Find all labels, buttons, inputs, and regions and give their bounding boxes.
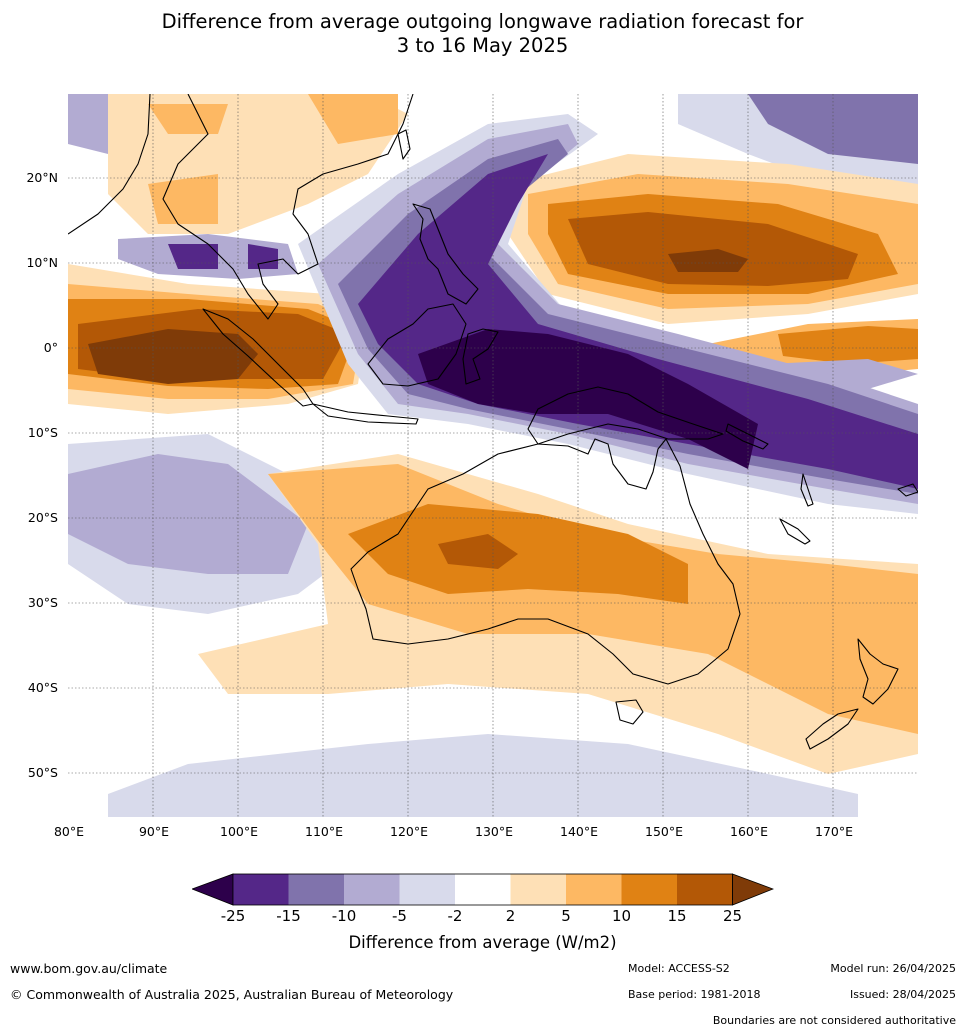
colorbar-bin-p2-p5	[510, 874, 566, 905]
lat-label-30s: 30°S	[27, 595, 58, 610]
anomaly-region-indian-ocean-extreme-positive	[88, 329, 258, 384]
colorbar-svg	[190, 873, 775, 906]
olr-anomaly-map	[67, 93, 919, 817]
australia-coastline	[350, 438, 741, 685]
colorbar-tick: 25	[722, 907, 743, 925]
colorbar	[190, 873, 775, 907]
anomaly-region-south-light-negative	[108, 734, 858, 817]
philippines-coastline	[412, 203, 479, 305]
anomaly-field	[68, 94, 918, 817]
solomon-islands-coastline	[725, 423, 769, 450]
lon-label-140e: 140°E	[559, 824, 599, 839]
lon-label-120e: 120°E	[389, 824, 429, 839]
lat-label-10s: 10°S	[27, 425, 58, 440]
borneo-coastline	[367, 303, 467, 387]
footer-base-period: Base period: 1981-2018	[628, 988, 761, 1001]
lon-label-160e: 160°E	[729, 824, 769, 839]
anomaly-region-maritime-extreme-negative	[418, 329, 758, 469]
lat-label-0: 0°	[43, 340, 58, 355]
colorbar-bin-n25-n15	[233, 874, 289, 905]
taiwan-coastline	[397, 129, 411, 160]
colorbar-tick: -15	[276, 907, 301, 925]
lon-label-110e: 110°E	[304, 824, 344, 839]
lon-label-100e: 100°E	[219, 824, 259, 839]
colorbar-bin-n5-n2	[399, 874, 455, 905]
coastlines	[67, 93, 919, 750]
lat-label-20s: 20°S	[27, 510, 58, 525]
map-gridlines	[68, 94, 918, 817]
colorbar-tick: 10	[611, 907, 632, 925]
colorbar-extend-low	[190, 873, 234, 906]
lon-label-150e: 150°E	[644, 824, 684, 839]
lat-label-20n: 20°N	[26, 170, 58, 185]
lon-label-90e: 90°E	[138, 824, 170, 839]
colorbar-bin-n2-p2	[455, 874, 511, 905]
se-asia-mainland-coastline	[162, 93, 414, 320]
lon-label-130e: 130°E	[474, 824, 514, 839]
lon-label-80e: 80°E	[53, 824, 85, 839]
map-canvas	[67, 93, 919, 817]
chart-title: Difference from average outgoing longwav…	[0, 10, 965, 58]
colorbar-tick: -5	[392, 907, 407, 925]
colorbar-bin-n10-n5	[344, 874, 400, 905]
colorbar-tick: -25	[220, 907, 246, 925]
footer-copyright: © Commonwealth of Australia 2025, Austra…	[10, 987, 454, 1002]
colorbar-outline	[232, 873, 733, 906]
anomaly-region-sw-moderate-negative	[68, 454, 308, 574]
java-coastline	[312, 403, 419, 425]
anomaly-region-australia-core-positive	[438, 534, 518, 569]
new-guinea-coastline	[527, 386, 724, 445]
colorbar-tick: 2	[505, 907, 516, 925]
title-line-2: 3 to 16 May 2025	[396, 34, 569, 57]
footer-website: www.bom.gov.au/climate	[10, 961, 168, 976]
colorbar-extend-high	[732, 873, 775, 906]
lon-label-170e: 170°E	[814, 824, 854, 839]
footer-disclaimer: Boundaries are not considered authoritat…	[712, 1014, 956, 1027]
colorbar-bin-p15-p25	[677, 874, 733, 905]
vanuatu-coastline	[800, 473, 814, 507]
india-coastline	[67, 93, 151, 235]
tasmania-coastline	[615, 699, 644, 725]
anomaly-region-nw-pacific-extreme-positive	[668, 249, 748, 272]
anomaly-region-s-asia-positive	[148, 94, 398, 224]
colorbar-tick: -2	[447, 907, 463, 925]
colorbar-tick: -10	[331, 907, 357, 925]
title-line-1: Difference from average outgoing longwav…	[161, 10, 804, 33]
anomaly-region-central-pacific-strong-positive	[778, 326, 918, 364]
colorbar-title: Difference from average (W/m2)	[348, 933, 617, 952]
footer-issued: Issued: 28/04/2025	[849, 988, 956, 1001]
lat-label-50s: 50°S	[27, 765, 58, 780]
colorbar-bin-p10-p15	[621, 874, 677, 905]
new-caledonia-coastline	[779, 518, 811, 545]
new-zealand-coastline	[805, 638, 899, 750]
colorbar-bin-p5-p10	[566, 874, 622, 905]
sulawesi-coastline	[462, 328, 499, 385]
anomaly-region-nw-pacific-very-strong-positive	[568, 212, 858, 286]
lat-label-40s: 40°S	[27, 680, 58, 695]
colorbar-tick: 15	[667, 907, 687, 925]
colorbar-tick: 5	[561, 907, 571, 925]
colorbar-bin-n15-n10	[288, 874, 344, 905]
footer-model-run: Model run: 26/04/2025	[830, 962, 956, 975]
lat-label-10n: 10°N	[26, 255, 58, 270]
footer-model: Model: ACCESS-S2	[628, 962, 730, 975]
